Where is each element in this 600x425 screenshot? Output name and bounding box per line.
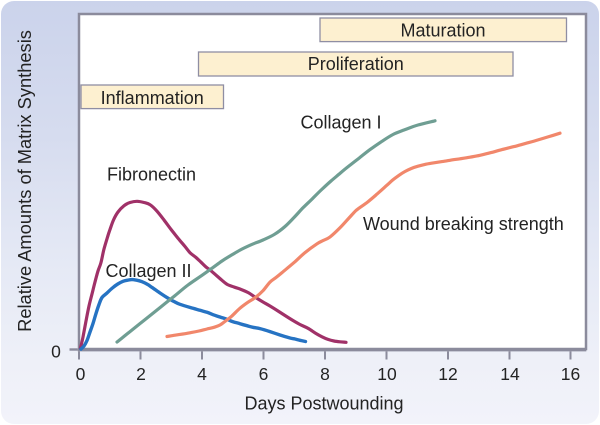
svg-text:12: 12 [438,364,457,384]
svg-text:Maturation: Maturation [400,21,485,41]
svg-text:Relative Amounts of Matrix Syn: Relative Amounts of Matrix Synthesis [14,30,35,332]
svg-text:8: 8 [320,364,330,384]
svg-text:Inflammation: Inflammation [101,88,204,108]
svg-text:4: 4 [197,364,207,384]
svg-text:Proliferation: Proliferation [308,54,404,74]
svg-text:Collagen II: Collagen II [106,261,192,281]
svg-text:Wound breaking strength: Wound breaking strength [363,214,564,234]
svg-text:2: 2 [136,364,146,384]
svg-text:0: 0 [51,342,61,362]
svg-text:10: 10 [377,364,397,384]
svg-text:14: 14 [500,364,520,384]
svg-text:16: 16 [561,364,580,384]
svg-text:0: 0 [76,364,86,384]
svg-text:Collagen I: Collagen I [301,113,382,133]
svg-text:6: 6 [259,364,269,384]
svg-text:Fibronectin: Fibronectin [107,165,196,185]
svg-text:Days Postwounding: Days Postwounding [244,394,403,414]
